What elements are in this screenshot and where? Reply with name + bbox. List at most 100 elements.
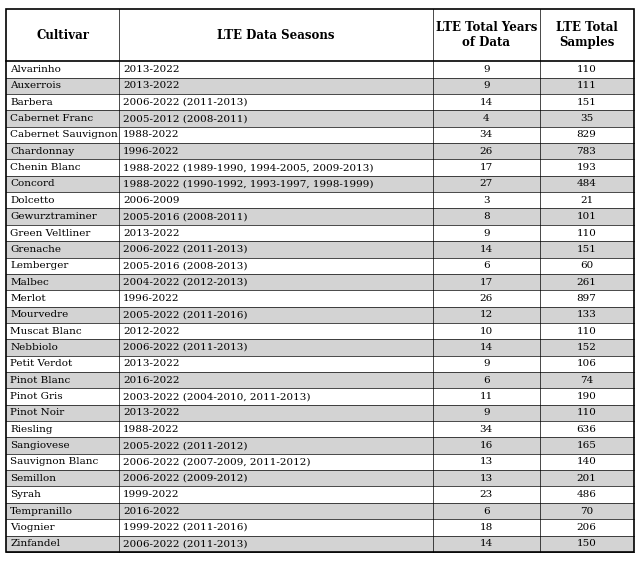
Bar [6, 110, 634, 127]
Text: Grenache: Grenache [10, 245, 61, 254]
Text: 9: 9 [483, 81, 490, 91]
Text: Cabernet Sauvignon: Cabernet Sauvignon [10, 130, 118, 140]
Text: 2003-2022 (2004-2010, 2011-2013): 2003-2022 (2004-2010, 2011-2013) [123, 392, 310, 401]
Text: 9: 9 [483, 228, 490, 238]
Bar [6, 127, 634, 143]
Text: Dolcetto: Dolcetto [10, 196, 55, 205]
Text: 1988-2022: 1988-2022 [123, 425, 180, 434]
Text: 2005-2012 (2008-2011): 2005-2012 (2008-2011) [123, 114, 248, 123]
Text: 2006-2022 (2011-2013): 2006-2022 (2011-2013) [123, 343, 248, 352]
Text: 636: 636 [577, 425, 596, 434]
Text: 17: 17 [479, 277, 493, 287]
Text: Green Veltliner: Green Veltliner [10, 228, 91, 238]
Text: 1996-2022: 1996-2022 [123, 147, 180, 156]
Bar [6, 536, 634, 552]
Text: 2005-2022 (2011-2016): 2005-2022 (2011-2016) [123, 310, 248, 319]
Text: 783: 783 [577, 147, 596, 156]
Text: Riesling: Riesling [10, 425, 52, 434]
Text: 4: 4 [483, 114, 490, 123]
Text: 23: 23 [479, 490, 493, 499]
Bar [6, 9, 634, 61]
Text: 1988-2022 (1990-1992, 1993-1997, 1998-1999): 1988-2022 (1990-1992, 1993-1997, 1998-19… [123, 179, 374, 189]
Text: Alvarinho: Alvarinho [10, 65, 61, 74]
Text: LTE Data Seasons: LTE Data Seasons [218, 29, 335, 41]
Text: 70: 70 [580, 506, 593, 516]
Text: 14: 14 [479, 343, 493, 352]
Text: Cabernet Franc: Cabernet Franc [10, 114, 93, 123]
Bar [6, 454, 634, 470]
Text: 2005-2016 (2008-2013): 2005-2016 (2008-2013) [123, 261, 248, 270]
Text: 2005-2016 (2008-2011): 2005-2016 (2008-2011) [123, 212, 248, 221]
Text: 897: 897 [577, 294, 596, 303]
Text: 110: 110 [577, 408, 596, 418]
Text: 1988-2022 (1989-1990, 1994-2005, 2009-2013): 1988-2022 (1989-1990, 1994-2005, 2009-20… [123, 163, 374, 172]
Text: 6: 6 [483, 376, 490, 385]
Text: Barbera: Barbera [10, 98, 53, 107]
Bar [6, 61, 634, 78]
Text: 9: 9 [483, 65, 490, 74]
Text: 261: 261 [577, 277, 596, 287]
Text: 2013-2022: 2013-2022 [123, 81, 180, 91]
Text: 6: 6 [483, 261, 490, 270]
Text: 34: 34 [479, 130, 493, 140]
Text: 6: 6 [483, 506, 490, 516]
Text: 486: 486 [577, 490, 596, 499]
Text: Sauvignon Blanc: Sauvignon Blanc [10, 457, 99, 467]
Text: 2006-2022 (2011-2013): 2006-2022 (2011-2013) [123, 245, 248, 254]
Text: Sangiovese: Sangiovese [10, 441, 70, 450]
Bar [6, 307, 634, 323]
Text: 2006-2009: 2006-2009 [123, 196, 180, 205]
Text: 151: 151 [577, 98, 596, 107]
Text: 74: 74 [580, 376, 593, 385]
Text: 3: 3 [483, 196, 490, 205]
Bar [6, 241, 634, 258]
Text: Cultivar: Cultivar [36, 29, 90, 41]
Bar [6, 225, 634, 241]
Text: 16: 16 [479, 441, 493, 450]
Text: 2006-2022 (2011-2013): 2006-2022 (2011-2013) [123, 98, 248, 107]
Text: Chardonnay: Chardonnay [10, 147, 74, 156]
Text: 2013-2022: 2013-2022 [123, 359, 180, 369]
Text: 2006-2022 (2011-2013): 2006-2022 (2011-2013) [123, 539, 248, 548]
Bar [6, 421, 634, 437]
Text: 1996-2022: 1996-2022 [123, 294, 180, 303]
Text: 201: 201 [577, 474, 596, 483]
Text: 27: 27 [479, 179, 493, 189]
Text: 151: 151 [577, 245, 596, 254]
Text: Pinot Blanc: Pinot Blanc [10, 376, 70, 385]
Text: Syrah: Syrah [10, 490, 41, 499]
Text: 140: 140 [577, 457, 596, 467]
Text: LTE Total
Samples: LTE Total Samples [556, 21, 618, 49]
Text: 110: 110 [577, 65, 596, 74]
Text: Lemberger: Lemberger [10, 261, 68, 270]
Bar [6, 372, 634, 388]
Text: 35: 35 [580, 114, 593, 123]
Text: LTE Total Years
of Data: LTE Total Years of Data [436, 21, 537, 49]
Bar [6, 405, 634, 421]
Text: 2013-2022: 2013-2022 [123, 228, 180, 238]
Bar [6, 94, 634, 110]
Text: 26: 26 [479, 147, 493, 156]
Text: 1999-2022: 1999-2022 [123, 490, 180, 499]
Text: Auxerrois: Auxerrois [10, 81, 61, 91]
Text: 484: 484 [577, 179, 596, 189]
Text: 2016-2022: 2016-2022 [123, 376, 180, 385]
Bar [6, 143, 634, 159]
Text: 9: 9 [483, 359, 490, 369]
Text: 11: 11 [479, 392, 493, 401]
Text: 14: 14 [479, 98, 493, 107]
Text: 110: 110 [577, 326, 596, 336]
Text: Tempranillo: Tempranillo [10, 506, 73, 516]
Text: 2005-2022 (2011-2012): 2005-2022 (2011-2012) [123, 441, 248, 450]
Text: 14: 14 [479, 539, 493, 548]
Text: 13: 13 [479, 474, 493, 483]
Text: 829: 829 [577, 130, 596, 140]
Bar [6, 290, 634, 307]
Text: 18: 18 [479, 523, 493, 532]
Text: 133: 133 [577, 310, 596, 319]
Bar [6, 176, 634, 192]
Text: Viognier: Viognier [10, 523, 55, 532]
Text: 206: 206 [577, 523, 596, 532]
Text: Semillon: Semillon [10, 474, 56, 483]
Text: 17: 17 [479, 163, 493, 172]
